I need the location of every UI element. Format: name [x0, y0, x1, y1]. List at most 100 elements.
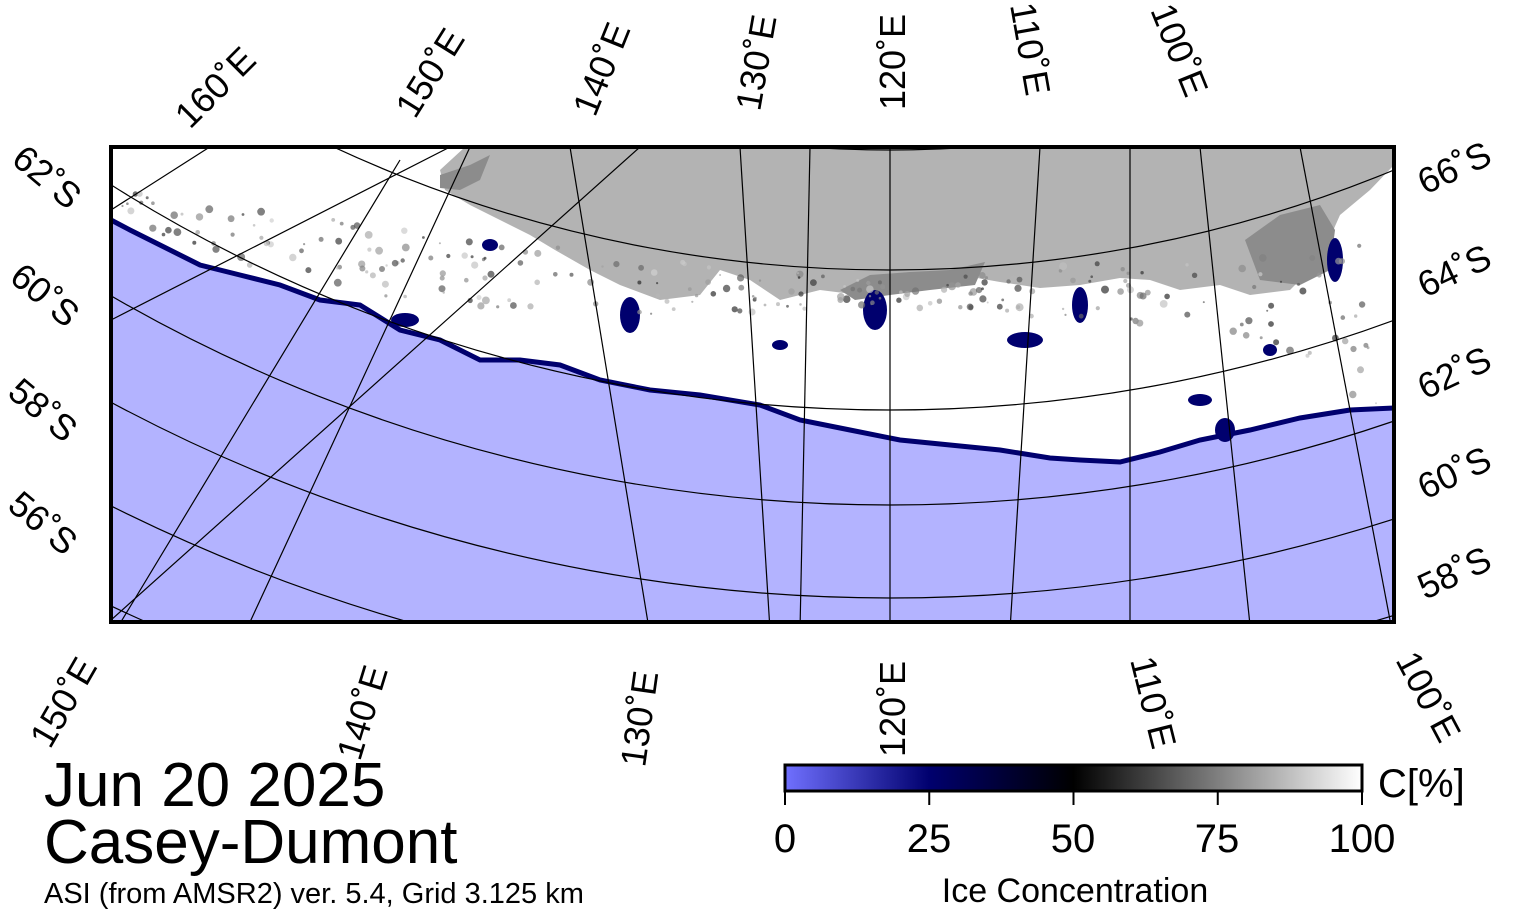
ice-speck — [365, 270, 369, 274]
longitude-line — [1299, 147, 1391, 621]
ice-speck — [911, 287, 920, 295]
ice-speck — [336, 266, 339, 270]
ice-speck — [381, 280, 389, 288]
map-region-title: Casey-Dumont — [44, 808, 458, 877]
ice-speck — [331, 218, 336, 222]
lon-label-bottom: 110˚E — [1122, 652, 1184, 753]
ice-speck — [1286, 346, 1294, 355]
ice-speck — [1239, 322, 1244, 327]
lat-label-left: 56˚S — [1, 483, 86, 563]
longitude-line — [249, 147, 471, 622]
ice-speck — [637, 309, 642, 315]
ice-speck — [786, 304, 789, 308]
ice-speck — [856, 278, 860, 282]
polynya — [1263, 344, 1277, 356]
top-longitude-labels: 160˚E 150˚E 140˚E 130˚E 120˚E 110˚E 100˚… — [167, 0, 1217, 136]
ice-speck — [1316, 272, 1322, 278]
ice-speck — [507, 298, 512, 303]
ice-speck — [1014, 284, 1022, 292]
ice-speck — [1090, 275, 1093, 279]
ice-speck — [650, 312, 653, 315]
ice-speck — [1268, 302, 1275, 309]
ice-speck — [710, 291, 717, 297]
ice-speck — [1349, 390, 1357, 399]
ice-speck — [359, 265, 366, 272]
ice-speck — [691, 300, 694, 303]
lon-label-top: 120˚E — [872, 14, 913, 110]
ice-speck — [874, 290, 879, 295]
ice-speck — [145, 196, 149, 200]
lon-label-top: 130˚E — [728, 12, 785, 114]
ice-speck — [1202, 301, 1205, 304]
ice-speck — [364, 231, 373, 239]
ice-edge-band — [111, 217, 1394, 465]
ice-speck — [810, 279, 817, 286]
ice-speck — [968, 291, 973, 296]
ice-speck — [384, 294, 388, 298]
ice-speck — [422, 236, 425, 239]
ice-speck — [1064, 313, 1067, 316]
ice-speck — [1164, 293, 1170, 300]
polynya — [1072, 287, 1088, 323]
ice-speck — [638, 264, 644, 271]
ice-speck — [1015, 303, 1024, 312]
ice-speck — [797, 276, 801, 279]
ice-speck — [230, 232, 235, 237]
ice-speck — [927, 301, 933, 306]
ice-speck — [227, 215, 235, 223]
ice-speck — [656, 282, 659, 285]
ice-speck — [821, 274, 825, 279]
colorbar-tick-label: 100 — [1329, 817, 1396, 861]
ice-speck — [476, 295, 482, 300]
ice-speck — [212, 245, 220, 253]
antarctic-land — [440, 147, 1394, 300]
ice-speck — [487, 270, 495, 278]
ice-speck — [439, 275, 445, 281]
ice-speck — [979, 295, 987, 303]
longitude-line — [799, 147, 811, 622]
ice-speck — [339, 221, 344, 226]
ice-speck — [510, 302, 517, 309]
ice-speck — [161, 232, 166, 237]
ice-speck — [968, 304, 974, 310]
ice-speck — [428, 255, 434, 261]
ice-speck — [305, 267, 312, 274]
left-latitude-labels: 62˚S 60˚S 58˚S 56˚S — [1, 137, 90, 563]
ice-speck — [986, 301, 989, 304]
ice-speck — [916, 304, 924, 312]
ice-speck — [1363, 342, 1369, 348]
ice-speck — [877, 280, 882, 285]
ice-speck — [482, 275, 488, 281]
ice-speck — [465, 238, 473, 246]
ice-speck — [367, 247, 372, 252]
lon-label-bottom: 150˚E — [21, 650, 105, 754]
polynya-patches — [391, 238, 1343, 442]
longitude-line — [739, 147, 771, 622]
ice-speck — [1229, 327, 1237, 335]
ice-speck — [385, 264, 388, 267]
lon-label-top: 100˚E — [1143, 0, 1217, 102]
ice-speck — [946, 283, 949, 287]
ice-speck — [796, 272, 800, 275]
lat-label-left: 60˚S — [3, 255, 88, 335]
ice-speck — [655, 293, 660, 298]
ice-speck — [1297, 282, 1300, 286]
ice-speck — [1242, 332, 1250, 339]
ice-speck — [1309, 255, 1316, 261]
ice-speck — [195, 213, 204, 221]
colorbar-gradient — [783, 763, 1364, 793]
ice-speck — [857, 287, 863, 293]
ice-speck — [975, 287, 983, 294]
ice-speck — [948, 282, 956, 291]
ice-speck — [719, 274, 722, 276]
colorbar-tick-label: 25 — [907, 817, 952, 861]
lat-label-right: 60˚S — [1411, 438, 1497, 507]
ice-speck — [496, 305, 500, 309]
ice-speck — [850, 286, 856, 292]
ice-speck — [1350, 345, 1357, 353]
ice-speck — [173, 228, 182, 237]
ice-speck — [1268, 321, 1274, 327]
ice-speck — [534, 279, 540, 286]
ice-speck — [799, 303, 802, 306]
